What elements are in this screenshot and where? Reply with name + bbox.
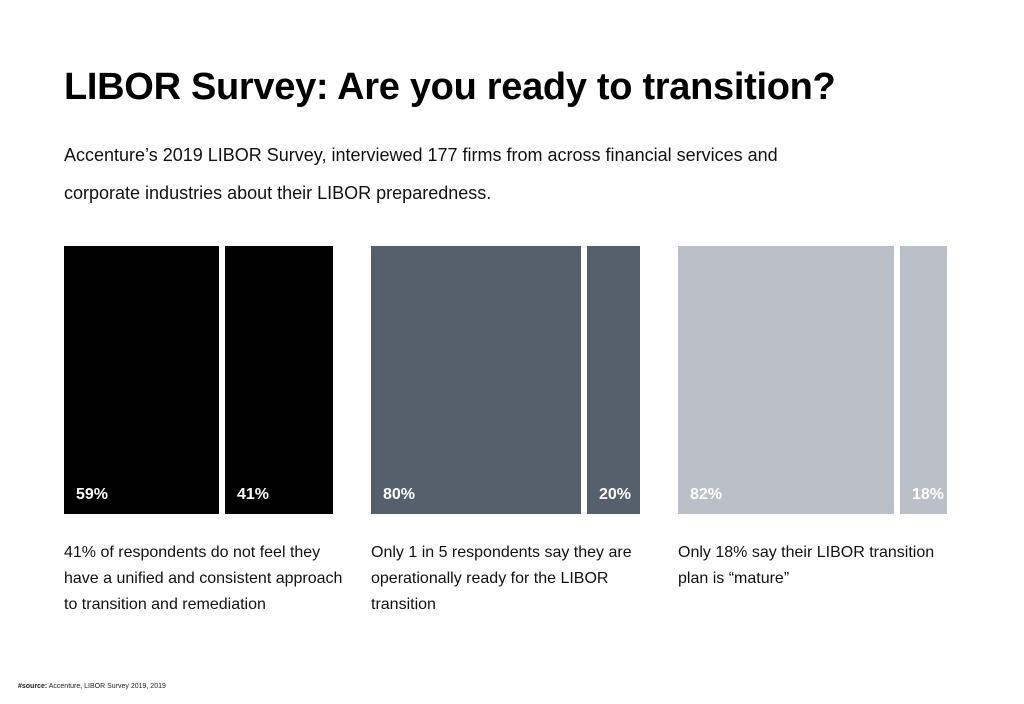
bar-1-a: 59% xyxy=(64,246,219,514)
bar-2-b: 20% xyxy=(587,246,640,514)
bar-1-a-label: 59% xyxy=(76,486,109,503)
bar-3-b-label: 18% xyxy=(912,486,945,503)
source-label: #source: xyxy=(18,683,48,690)
bar-3-a: 82% xyxy=(678,246,894,514)
caption-3: Only 18% say their LIBOR transition plan… xyxy=(678,544,935,587)
source-note: #source: Accenture, LIBOR Survey 2019, 2… xyxy=(18,683,166,690)
panel-3: 82% 18% Only 18% say their LIBOR transit… xyxy=(678,246,968,592)
bar-2-a: 80% xyxy=(371,246,581,514)
bar-1-b-label: 41% xyxy=(237,486,270,503)
bar-3-a-label: 82% xyxy=(690,486,723,503)
bar-2-b-label: 20% xyxy=(599,486,632,503)
bar-2-a-label: 80% xyxy=(383,486,416,503)
page-subtitle: Accenture’s 2019 LIBOR Survey, interview… xyxy=(64,145,778,203)
caption-1: 41% of respondents do not feel they have… xyxy=(64,544,343,613)
bar-group-3: 82% 18% xyxy=(678,246,968,514)
source-text: Accenture, LIBOR Survey 2019, 2019 xyxy=(47,683,166,690)
page-title: LIBOR Survey: Are you ready to transitio… xyxy=(64,66,836,108)
caption-2: Only 1 in 5 respondents say they are ope… xyxy=(371,544,632,613)
bar-1-b: 41% xyxy=(225,246,333,514)
bar-3-b: 18% xyxy=(900,246,947,514)
panel-2: 80% 20% Only 1 in 5 respondents say they… xyxy=(371,246,661,618)
panel-1: 59% 41% 41% of respondents do not feel t… xyxy=(64,246,354,618)
bar-group-2: 80% 20% xyxy=(371,246,661,514)
bar-group-1: 59% 41% xyxy=(64,246,354,514)
